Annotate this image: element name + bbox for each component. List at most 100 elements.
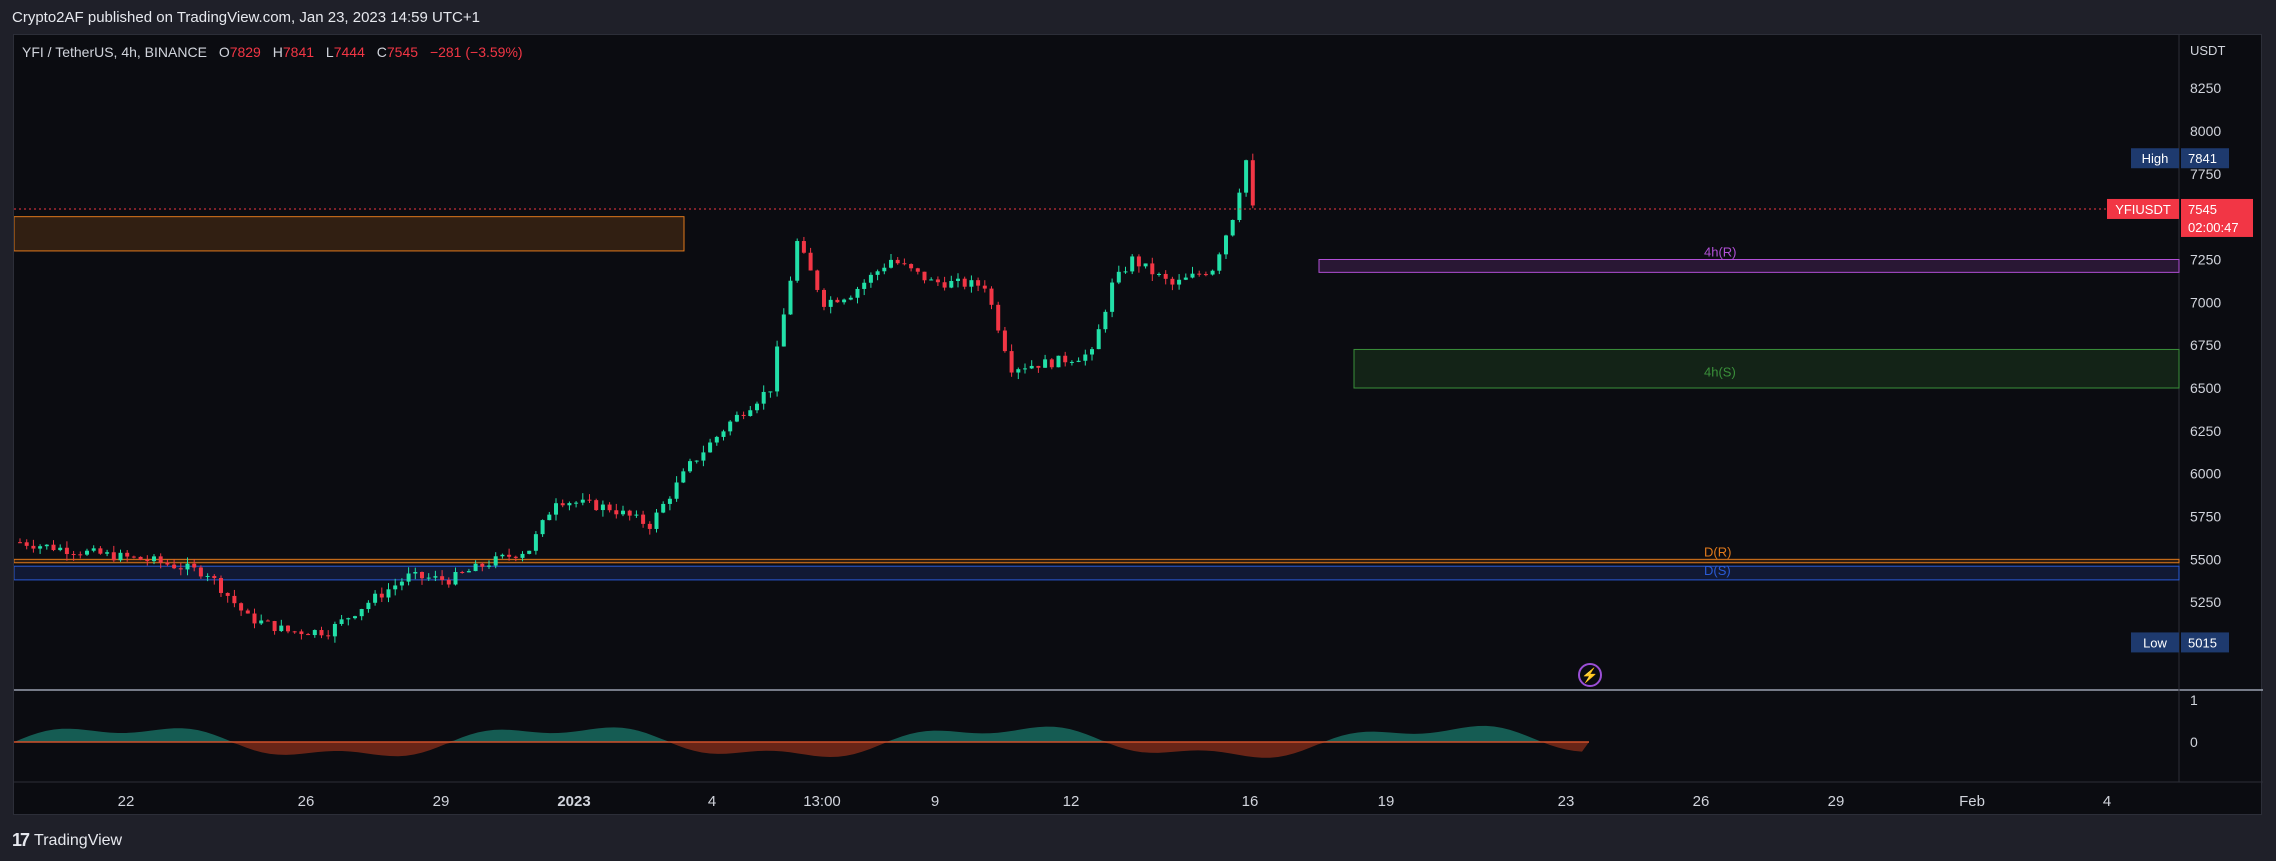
candle-body <box>815 270 820 290</box>
candle-body <box>942 282 947 288</box>
price-tick-label: 6000 <box>2190 466 2221 482</box>
candle-body <box>1136 256 1141 267</box>
low-marker-value-bg <box>2181 632 2229 653</box>
candle-body <box>1177 279 1182 285</box>
candle-body <box>299 631 304 635</box>
time-tick-label: 16 <box>1242 793 1259 810</box>
candle-body <box>962 278 967 287</box>
candle-body <box>862 282 867 289</box>
candle-body <box>560 503 565 506</box>
time-tick-label: 12 <box>1063 793 1080 810</box>
bar-countdown: 02:00:47 <box>2188 220 2239 235</box>
symbol-title: YFI / TetherUS, 4h, BINANCE <box>22 44 207 60</box>
last-price-value: 7545 <box>2188 202 2217 217</box>
candle-body <box>1069 361 1074 363</box>
candle-body <box>31 545 36 549</box>
candle-body <box>1009 351 1014 373</box>
candle-body <box>708 442 713 453</box>
candlestick-series <box>18 153 1255 643</box>
candle-body <box>252 613 257 624</box>
candle-body <box>554 503 558 515</box>
candle-body <box>500 554 505 557</box>
price-chart[interactable]: USDT500052505500575060006250650067507000… <box>14 35 2263 816</box>
symbol-legend: YFI / TetherUS, 4h, BINANCE O7829 H7841 … <box>22 44 523 60</box>
time-tick-label: 29 <box>1828 793 1845 810</box>
candle-body <box>406 573 411 582</box>
candle-body <box>520 553 525 558</box>
time-tick-label: 26 <box>1693 793 1710 810</box>
candle-body <box>386 589 391 598</box>
high-marker-value: 7841 <box>2188 151 2217 166</box>
chart-panel[interactable]: USDT500052505500575060006250650067507000… <box>13 34 2263 816</box>
candle-body <box>420 572 424 579</box>
candle-body <box>922 271 927 281</box>
candle-body <box>366 602 371 610</box>
osc-tick-label: 0 <box>2190 734 2198 750</box>
candle-body <box>1110 282 1115 312</box>
price-tick-label: 8000 <box>2190 123 2221 139</box>
candle-body <box>118 552 123 561</box>
price-tick-label: 5750 <box>2190 509 2221 525</box>
candle-body <box>125 552 130 557</box>
candle-body <box>138 556 143 560</box>
zone-D(S) <box>14 565 2180 581</box>
candle-body <box>185 563 190 570</box>
candle-body <box>473 563 478 572</box>
candle-body <box>507 554 512 557</box>
candle-body <box>460 571 465 573</box>
candle-body <box>326 635 331 637</box>
candle-body <box>621 510 625 515</box>
candle-body <box>1183 277 1188 280</box>
low-value: 7444 <box>333 44 365 60</box>
tradingview-logo-icon: 17 <box>12 830 30 850</box>
candle-body <box>989 288 994 305</box>
candle-body <box>600 504 605 511</box>
candle-body <box>359 609 364 617</box>
footer-brand[interactable]: 17 TradingView <box>12 830 122 851</box>
candle-body <box>433 576 438 578</box>
candle-body <box>627 510 632 516</box>
candle-body <box>292 631 297 633</box>
alert-bolt-glyph: ⚡ <box>1581 667 1598 684</box>
alert-bolt-icon <box>1578 663 1602 687</box>
low-marker-label: Low <box>2143 635 2167 650</box>
candle-body <box>768 391 773 393</box>
candle-body <box>131 556 136 558</box>
candle-body <box>312 630 317 636</box>
candle-body <box>165 562 170 565</box>
candle-body <box>493 556 498 566</box>
candle-body <box>306 634 311 636</box>
candle-body <box>982 285 987 289</box>
candle-body <box>674 482 679 499</box>
price-tick-label: 5250 <box>2190 594 2221 610</box>
candle-body <box>748 410 753 416</box>
last-symbol-label: YFIUSDT <box>2115 202 2171 217</box>
candle-body <box>1076 360 1081 362</box>
last-symbol-bg <box>2107 198 2179 219</box>
candle-body <box>18 542 22 544</box>
candle-body <box>205 575 210 577</box>
candle-body <box>158 556 163 563</box>
price-tick-label: 6250 <box>2190 423 2221 439</box>
high-marker-label-bg <box>2131 148 2179 169</box>
time-tick-label: 29 <box>433 793 450 810</box>
candle-body <box>393 585 398 590</box>
candle-body <box>85 550 89 555</box>
zone-label: D(S) <box>1704 563 1731 578</box>
candle-body <box>935 279 940 283</box>
brand-name: TradingView <box>34 831 123 849</box>
time-tick-label: 23 <box>1558 793 1575 810</box>
time-tick-label: 9 <box>931 793 939 810</box>
candle-body <box>614 510 619 515</box>
open-value: 7829 <box>229 44 261 60</box>
price-tick-label: 7000 <box>2190 294 2221 310</box>
candle-body <box>647 523 652 529</box>
candle-body <box>38 546 43 549</box>
candle-body <box>1150 263 1155 275</box>
close-label: C <box>376 44 387 60</box>
low-marker-label-bg <box>2131 632 2179 653</box>
candle-body <box>1163 273 1168 279</box>
publisher-header: Crypto2AF published on TradingView.com, … <box>12 9 480 26</box>
zone-D(R) <box>14 558 2180 564</box>
candle-body <box>714 436 719 443</box>
